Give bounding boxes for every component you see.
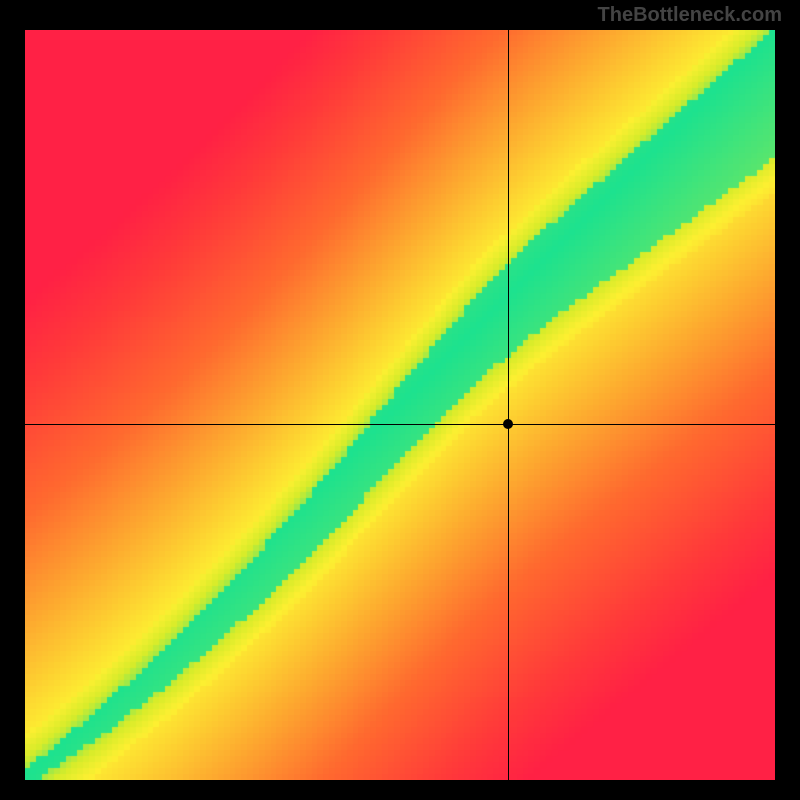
watermark-text: TheBottleneck.com: [598, 4, 782, 27]
crosshair-horizontal: [25, 424, 775, 425]
bottleneck-heatmap: [25, 30, 775, 780]
crosshair-vertical: [508, 30, 509, 780]
chart-container: { "watermark": { "text": "TheBottleneck.…: [0, 0, 800, 800]
selection-marker-dot: [503, 419, 513, 429]
